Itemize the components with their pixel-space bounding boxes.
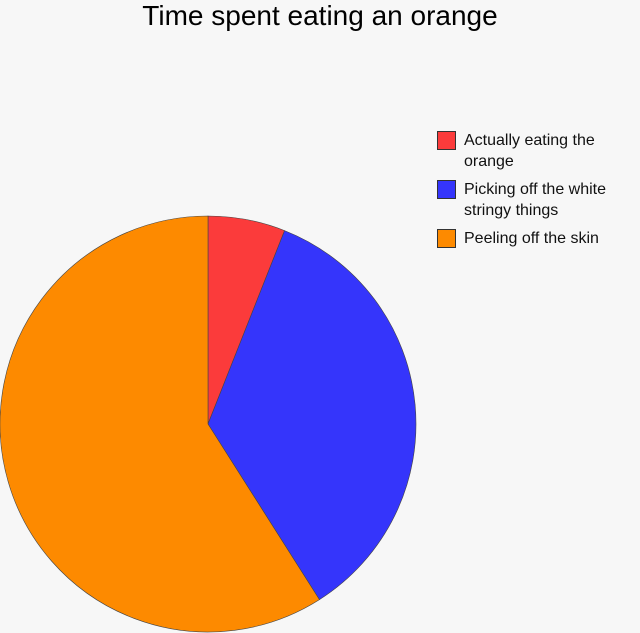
pie-slice-2 (207, 230, 417, 601)
chart-title: Time spent eating an orange (142, 0, 498, 31)
legend-item-3: Peeling off the skin (437, 228, 637, 249)
legend-label-2: Picking off the white stringy things (464, 181, 607, 219)
legend-item-2: Picking off the white stringy things (437, 179, 637, 221)
legend-swatch-3 (437, 229, 456, 248)
legend: Actually eating the orange Picking off th… (437, 130, 637, 256)
legend-swatch-1 (437, 131, 456, 150)
pie-slice-3 (0, 215, 320, 633)
legend-swatch-2 (437, 180, 456, 199)
legend-item-1: Actually eating the orange (437, 130, 637, 172)
legend-label-1: Actually eating the orange (464, 132, 595, 170)
legend-label-3: Peeling off the skin (464, 230, 599, 247)
